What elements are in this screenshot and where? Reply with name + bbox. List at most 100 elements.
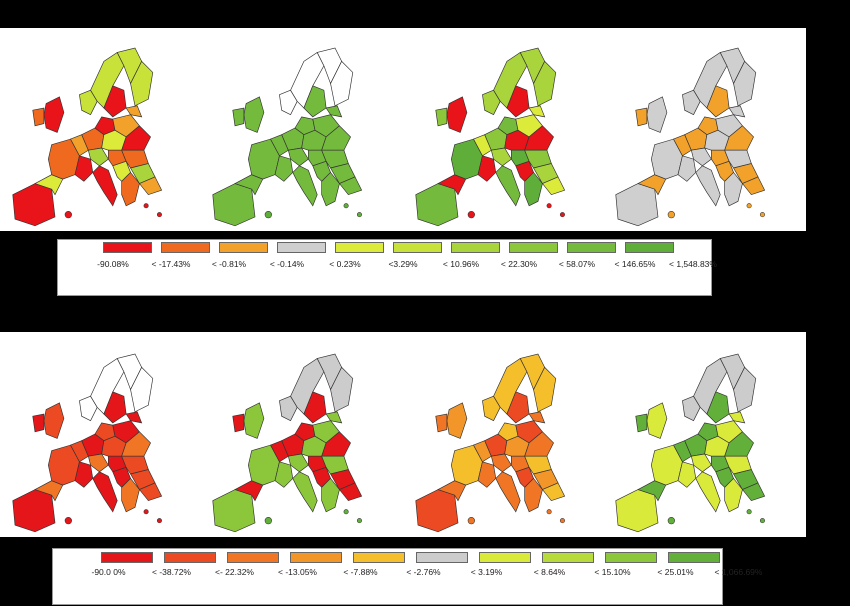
top-map-4 bbox=[615, 47, 766, 227]
top-legend: -90.08% < -17.43% < -0.81% < -0.14% < 0.… bbox=[57, 239, 717, 296]
region-balkan bbox=[524, 477, 543, 513]
region-east bbox=[724, 125, 754, 151]
island-region bbox=[64, 517, 72, 525]
bottom-legend-labels: -90.0 0% < -38.72% <- 22.32% < -13.05% <… bbox=[77, 567, 770, 577]
region-uk bbox=[646, 96, 668, 133]
bottom-map-1 bbox=[12, 353, 163, 533]
region-iberia bbox=[437, 174, 467, 196]
legend-swatch bbox=[668, 552, 720, 563]
legend-label: < -0.81% bbox=[211, 259, 247, 269]
island-region bbox=[467, 517, 475, 525]
region-nordic bbox=[733, 366, 757, 413]
region-iberia bbox=[234, 480, 264, 502]
legend-label: <3.29% bbox=[388, 259, 418, 269]
region-balkan bbox=[321, 171, 340, 207]
region-iberia bbox=[415, 183, 459, 227]
region-uk bbox=[232, 413, 245, 433]
region-uk bbox=[446, 96, 468, 133]
legend-label: < -2.76% bbox=[406, 567, 441, 577]
region-uk bbox=[43, 402, 65, 439]
region-uk bbox=[446, 402, 468, 439]
region-italy bbox=[292, 471, 318, 513]
region-uk bbox=[435, 413, 448, 433]
region-central bbox=[103, 391, 127, 424]
bottom-legend: -90.0 0% < -38.72% <- 22.32% < -13.05% <… bbox=[52, 548, 762, 605]
region-uk bbox=[232, 107, 245, 127]
region-balkan bbox=[338, 482, 363, 502]
island-region bbox=[559, 518, 565, 524]
legend-label: < 25.01% bbox=[657, 567, 694, 577]
region-uk bbox=[32, 413, 45, 433]
legend-label: < 1,066.69% bbox=[714, 567, 763, 577]
bottom-map-3 bbox=[415, 353, 566, 533]
region-iberia bbox=[637, 174, 667, 196]
region-nordic bbox=[279, 89, 298, 116]
region-iberia bbox=[637, 480, 667, 502]
region-east bbox=[524, 431, 554, 457]
legend-label: -90.08% bbox=[97, 259, 129, 269]
region-france bbox=[477, 461, 497, 488]
region-east bbox=[728, 411, 746, 424]
region-balkan bbox=[724, 477, 743, 513]
region-nordic bbox=[733, 60, 757, 107]
region-uk bbox=[32, 107, 45, 127]
region-central bbox=[706, 85, 730, 118]
region-france bbox=[74, 461, 94, 488]
region-italy bbox=[495, 471, 521, 513]
region-central bbox=[287, 147, 309, 167]
legend-label: <- 22.32% bbox=[215, 567, 254, 577]
region-iberia bbox=[234, 174, 264, 196]
region-central bbox=[87, 453, 109, 473]
region-east bbox=[528, 411, 546, 424]
legend-swatch bbox=[164, 552, 216, 563]
island-region bbox=[143, 203, 149, 209]
legend-label: < 3.19% bbox=[470, 567, 503, 577]
region-france bbox=[274, 461, 294, 488]
region-uk bbox=[435, 107, 448, 127]
region-italy bbox=[292, 165, 318, 207]
top-map-1 bbox=[12, 47, 163, 227]
region-central bbox=[690, 147, 712, 167]
region-nordic bbox=[79, 395, 98, 422]
legend-label: < 58.07% bbox=[558, 259, 596, 269]
region-iberia bbox=[34, 174, 64, 196]
region-balkan bbox=[138, 176, 163, 196]
island-region bbox=[264, 517, 272, 525]
region-nordic bbox=[330, 366, 354, 413]
region-central bbox=[490, 453, 512, 473]
island-region bbox=[343, 203, 349, 209]
region-uk bbox=[243, 402, 265, 439]
region-italy bbox=[495, 165, 521, 207]
region-balkan bbox=[121, 477, 140, 513]
region-balkan bbox=[138, 482, 163, 502]
legend-swatch bbox=[227, 552, 279, 563]
region-central bbox=[706, 391, 730, 424]
region-nordic bbox=[482, 395, 501, 422]
region-italy bbox=[92, 471, 118, 513]
bottom-map-2 bbox=[212, 353, 363, 533]
region-east bbox=[321, 431, 351, 457]
legend-swatch bbox=[567, 242, 616, 253]
island-region bbox=[356, 212, 362, 218]
top-legend-labels: -90.08% < -17.43% < -0.81% < -0.14% < 0.… bbox=[84, 259, 722, 269]
region-uk bbox=[635, 107, 648, 127]
legend-label: -90.0 0% bbox=[91, 567, 126, 577]
region-balkan bbox=[524, 171, 543, 207]
region-iberia bbox=[34, 480, 64, 502]
island-region bbox=[667, 211, 675, 219]
legend-swatch bbox=[101, 552, 153, 563]
region-nordic bbox=[482, 89, 501, 116]
region-east bbox=[528, 105, 546, 118]
region-nordic bbox=[79, 89, 98, 116]
region-balkan bbox=[724, 171, 743, 207]
region-iberia bbox=[12, 489, 56, 533]
region-balkan bbox=[121, 171, 140, 207]
region-central bbox=[506, 85, 530, 118]
region-iberia bbox=[12, 183, 56, 227]
region-italy bbox=[92, 165, 118, 207]
region-nordic bbox=[533, 60, 557, 107]
region-nordic bbox=[279, 395, 298, 422]
legend-label: < -17.43% bbox=[151, 259, 191, 269]
legend-swatch bbox=[103, 242, 152, 253]
region-east bbox=[728, 105, 746, 118]
